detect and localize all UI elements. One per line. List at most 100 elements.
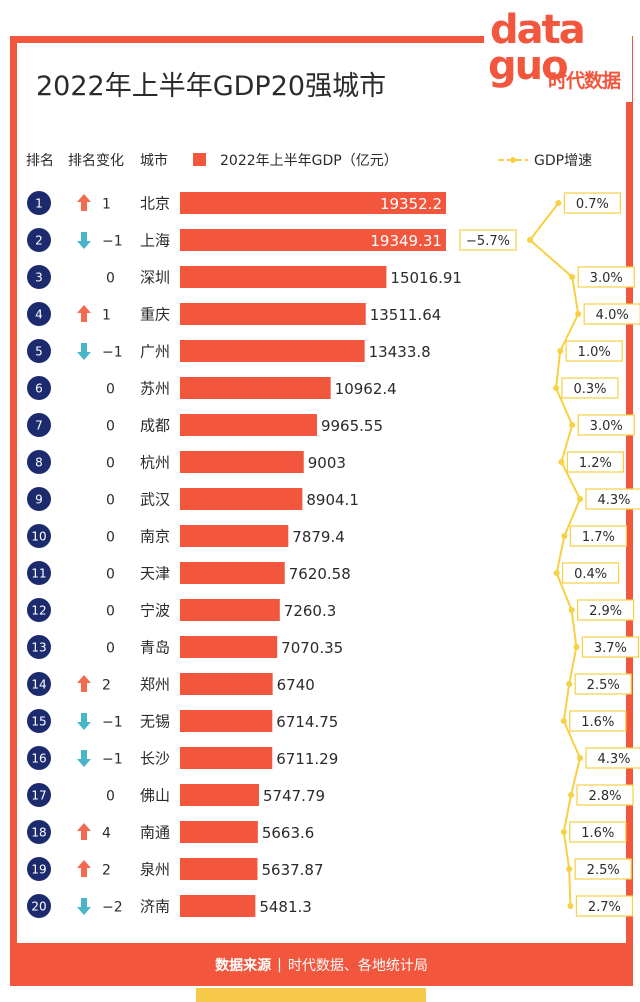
rank-change-value: 1 [102,197,111,213]
rank-badge [27,524,51,548]
gdp-bar [180,192,446,214]
growth-label-box [569,821,627,843]
rank-number: 17 [31,789,46,803]
gdp-bar [180,673,273,695]
city-label: 南通 [140,824,170,842]
city-label: 南京 [140,528,170,546]
rank-badge [27,783,51,807]
growth-point [555,200,562,206]
rank-badge [27,709,51,733]
rank-change-value: 0 [106,493,115,509]
growth-point [575,311,582,317]
growth-line [528,202,582,907]
growth-value-label: 2.5% [587,678,620,693]
rank-change-value: −1 [102,234,123,250]
gdp-value-label: 5663.6 [262,824,315,842]
rank-badge [27,561,51,585]
gdp-bar [180,488,303,510]
growth-point [566,866,573,872]
rank-number: 7 [35,419,43,433]
growth-value-label: 4.0% [596,308,629,323]
growth-value-label: 0.7% [576,197,609,212]
growth-point [577,496,583,502]
growth-point [568,792,574,798]
rank-number: 13 [31,641,46,655]
rank-change-value: −2 [102,900,123,916]
up-arrow-icon [77,860,91,877]
growth-label-box [585,488,640,510]
growth-label-box [574,858,632,880]
growth-point [569,274,576,280]
gdp-bar [180,821,258,843]
rank-number: 6 [35,382,43,396]
gdp-value-label: 6714.75 [276,713,338,731]
rank-number: 5 [35,345,43,359]
rank-change-value: 0 [106,456,115,472]
gdp-bar [180,377,331,399]
rank-change-value: −1 [102,715,123,731]
rank-number: 12 [31,604,46,618]
gdp-value-label: 6711.29 [276,750,338,768]
growth-label-box [565,340,623,362]
gdp-bar [180,747,273,769]
rank-number: 19 [31,863,46,877]
gdp-value-label: 5637.87 [261,861,323,879]
growth-label-box [576,784,634,806]
city-label: 佛山 [140,787,170,805]
down-arrow-icon [77,898,91,915]
rank-change-value: 4 [102,826,111,842]
up-arrow-icon [77,675,91,692]
rank-change-value: 0 [106,271,115,287]
rank-change-value: 2 [102,678,111,694]
down-arrow-icon [77,750,91,767]
rank-change-value: 1 [102,308,111,324]
growth-value-label: 0.4% [574,567,607,582]
rank-badge [27,450,51,474]
rank-change-value: 0 [106,419,115,435]
footer-source-text: 时代数据、各地统计局 [287,957,428,974]
footer-separator: | [277,956,282,973]
growth-label-box [585,747,640,769]
growth-value-label: −5.7% [466,234,510,249]
city-label: 上海 [140,232,170,250]
city-label: 无锡 [140,713,170,731]
gdp-bar [180,451,304,473]
gdp-value-label: 5747.79 [263,787,325,805]
rank-number: 16 [31,752,46,766]
growth-point [557,348,564,354]
growth-label-box [561,377,619,399]
growth-value-label: 0.3% [573,382,606,397]
gdp-value-label: 7260.3 [284,602,337,620]
growth-label-box [459,229,517,251]
gdp-value-label: 19352.2 [380,195,442,213]
city-label: 泉州 [140,861,170,879]
rank-badge [27,265,51,289]
rank-number: 14 [31,678,46,692]
growth-value-label: 1.7% [582,530,615,545]
rank-badge [27,339,51,363]
growth-label-box [581,636,640,658]
city-label: 成都 [140,417,170,435]
growth-value-label: 3.0% [590,271,623,286]
up-arrow-icon [77,823,91,840]
rank-number: 15 [31,715,46,729]
header-city: 城市 [140,153,168,169]
rank-change-value: 2 [102,863,111,879]
growth-point [560,829,567,835]
growth-label-box [563,192,622,214]
growth-point [568,607,575,613]
rank-change-value: 0 [106,604,115,620]
rank-change-value: 0 [106,789,115,805]
gdp-bar [180,525,289,547]
rank-number: 2 [35,234,43,248]
growth-value-label: 1.2% [579,456,612,471]
rank-badge [27,672,51,696]
growth-value-label: 2.5% [587,863,620,878]
growth-point [561,533,568,539]
rank-change-value: 0 [106,641,115,657]
rank-change-value: −1 [102,345,123,361]
rank-number: 8 [35,456,43,470]
gdp-value-label: 7070.35 [281,639,343,657]
rank-number: 4 [35,308,43,322]
